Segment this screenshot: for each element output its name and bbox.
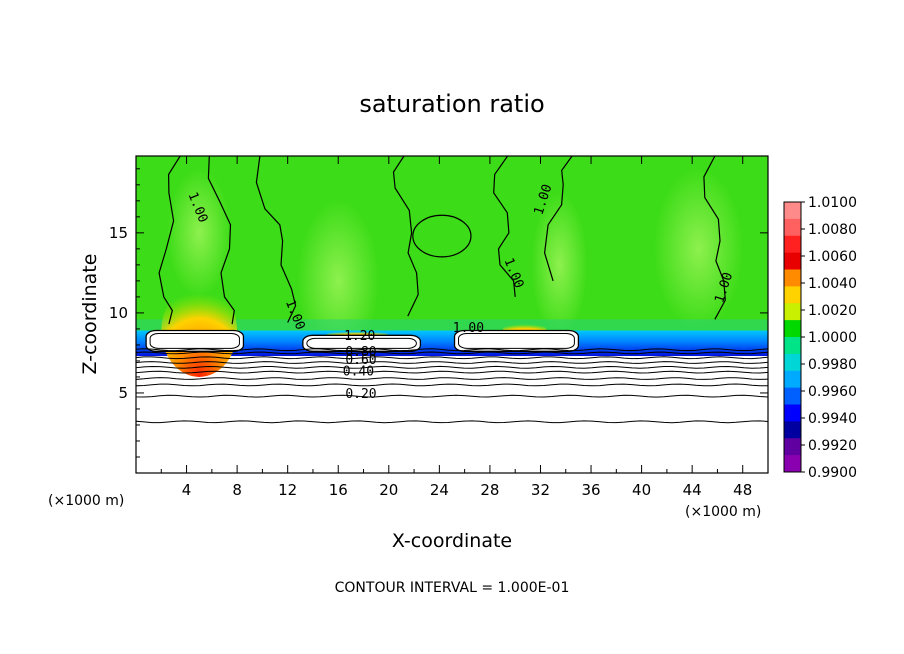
cloud-contour-inner (458, 333, 575, 349)
cloud-region (453, 329, 580, 352)
plot-area: 1.00 1.001.00 1.001.00 1.001.200.800.600.40… (135, 155, 769, 474)
colorbar-segment (784, 337, 801, 355)
y-tick-label: 10 (109, 304, 128, 322)
colorbar-label: 1.0040 (808, 276, 857, 292)
y-axis: 5 10 15 (109, 168, 768, 458)
x-tick-label: 28 (480, 481, 499, 499)
contour-line (135, 383, 768, 387)
contour-line-1-00 (493, 155, 516, 297)
x-tick-label: 44 (683, 481, 702, 499)
colorbar-segment (784, 370, 801, 389)
colorbar-segment (784, 404, 801, 422)
colorbar-label: 1.0020 (808, 303, 857, 319)
colorbar-label: 0.9960 (808, 384, 857, 400)
cloud-contour-inner (306, 337, 417, 349)
x-tick-label: 12 (278, 481, 297, 499)
x-tick-label: 8 (232, 481, 242, 499)
cloud-contour-inner (149, 333, 240, 349)
contour-line (135, 370, 769, 374)
x-tick-label: 48 (733, 481, 752, 499)
colorbar-label: 1.0080 (808, 222, 857, 238)
contour-line-1-00 (158, 155, 181, 325)
colorbar-segment (784, 421, 801, 439)
contour-line-1-00 (255, 155, 297, 323)
y-tick-label: 15 (109, 224, 128, 242)
chart-title: saturation ratio (359, 90, 544, 118)
contour-line-1-00 (207, 155, 235, 325)
x-tick-label: 20 (379, 481, 398, 499)
y-tick-label: 5 (118, 384, 128, 402)
contour-line-1-00 (392, 155, 419, 317)
field-fringe (136, 319, 768, 331)
contour-label: 1.00 (453, 321, 484, 336)
contour-line-1-00 (543, 155, 573, 282)
contour-label: 0.60 (345, 353, 376, 368)
colorbar-segment (784, 320, 801, 338)
contour-label: 0.80 (345, 345, 376, 360)
contour-loop (412, 214, 472, 258)
contour-label: 1.20 (344, 329, 375, 344)
colorbar-label: 0.9900 (808, 465, 857, 481)
contour-line (135, 377, 769, 380)
colorbar-segment (784, 202, 801, 220)
colorbar-label: 1.0060 (808, 249, 857, 265)
colorbar-label: 0.9920 (808, 438, 857, 454)
colorbar-segment (784, 455, 801, 473)
colorbar-label: 0.9980 (808, 357, 857, 373)
colorbar: 1.0100 1.0080 1.0060 1.0040 1.0020 1.0000 0.99… (783, 195, 857, 481)
colorbar-segment (784, 286, 801, 304)
light-green-region (167, 168, 231, 297)
x-tick-label: 24 (430, 481, 449, 499)
field-unsaturated (136, 356, 768, 473)
colorbar-label: 1.0100 (808, 195, 857, 211)
x-tick-label: 36 (581, 481, 600, 499)
colorbar-segment (784, 235, 801, 254)
colorbar-segment (784, 438, 801, 456)
contour-label: 0.20 (345, 387, 376, 402)
contour-line (135, 394, 769, 398)
colorbar-segment (784, 353, 801, 372)
colorbar-label: 1.0000 (808, 330, 857, 346)
contour-line-1-00 (703, 155, 726, 320)
x-tick-label: 4 (182, 481, 192, 499)
contour-line (135, 361, 769, 364)
y-axis-label: Z-coordinate (79, 254, 101, 375)
colorbar-segment (784, 269, 801, 287)
contour-line (135, 365, 769, 369)
colorbar-segment (784, 252, 801, 270)
plot-frame (135, 155, 769, 474)
colorbar-label: 0.9940 (808, 411, 857, 427)
contour-line (135, 348, 769, 352)
x-tick-label: 16 (329, 481, 348, 499)
colorbar-segment (784, 303, 801, 321)
contour-line (135, 420, 769, 424)
colorbar-segment (784, 387, 801, 405)
contour-interval-note: CONTOUR INTERVAL = 1.000E-01 (335, 580, 570, 596)
x-tick-label: 32 (531, 481, 550, 499)
contour-line (135, 351, 769, 355)
contour-line (135, 356, 769, 360)
x-tick-label: 40 (632, 481, 651, 499)
x-axis-label: X-coordinate (392, 530, 512, 552)
cloud-region (145, 329, 245, 352)
colorbar-segment (784, 218, 801, 237)
light-green-region (531, 192, 588, 337)
cloud-region (302, 334, 422, 352)
x-axis-unit-left: (×1000 m) (48, 493, 124, 509)
x-axis-unit-right: (×1000 m) (685, 504, 761, 520)
x-axis: 4 8 12 16 20 24 28 32 36 40 44 48 (160, 156, 752, 499)
light-green-region (654, 168, 743, 329)
contour-label: 0.40 (343, 364, 374, 379)
